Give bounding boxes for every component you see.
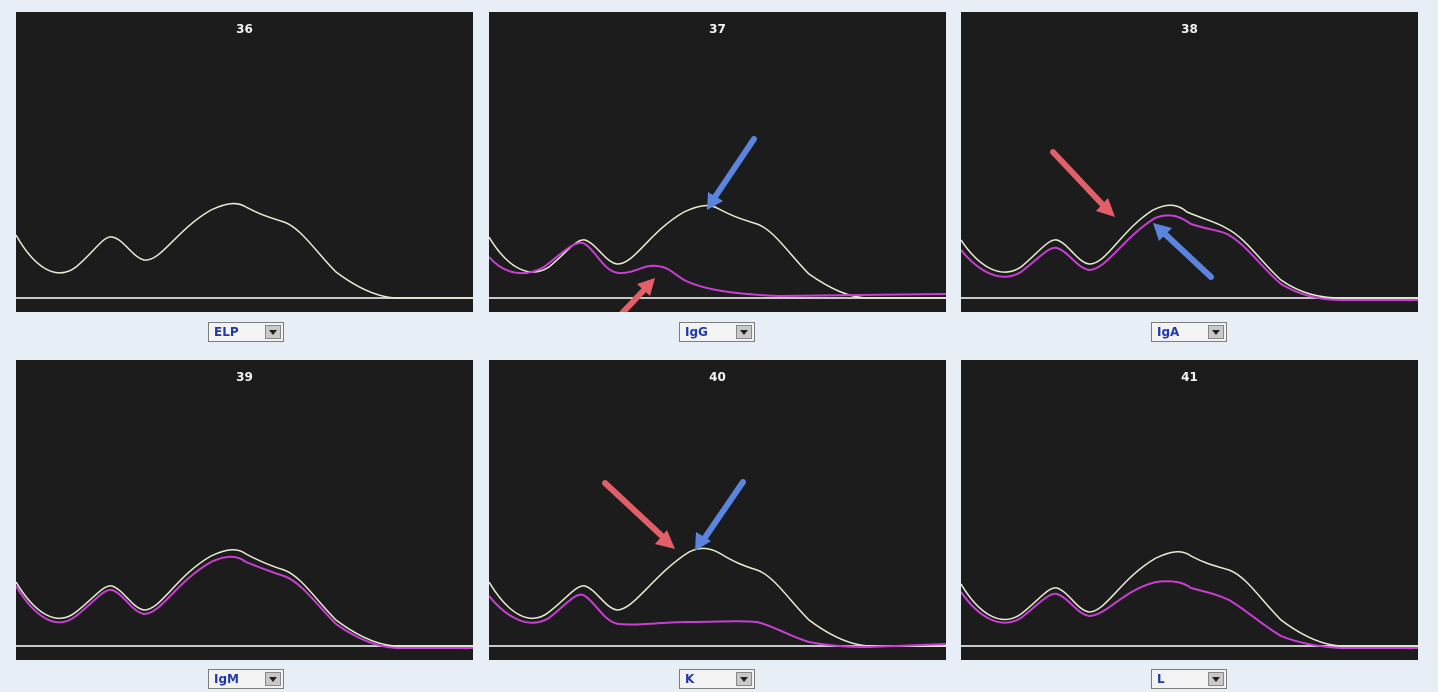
panel-number: 40	[709, 370, 726, 384]
immunotyping-trace	[961, 214, 1418, 301]
select-value: IgM	[214, 672, 239, 686]
reference-trace	[489, 547, 946, 647]
select-value: K	[685, 672, 695, 686]
immunotyping-trace	[961, 580, 1418, 649]
trace-panel-37: 37	[489, 12, 946, 312]
dropdown-arrow-icon[interactable]	[1208, 672, 1224, 686]
dropdown-arrow-icon[interactable]	[736, 325, 752, 339]
trace-panel-38: 38	[961, 12, 1418, 312]
trace-panel-36: 36	[16, 12, 473, 312]
trace-panel-41: 41	[961, 360, 1418, 660]
fraction-select-41[interactable]: L	[1151, 669, 1227, 689]
panel-number: 39	[236, 370, 253, 384]
fraction-select-40[interactable]: K	[679, 669, 755, 689]
electrophoresis-trace-graph	[489, 479, 946, 649]
immunotyping-trace	[489, 241, 946, 298]
reference-trace	[961, 204, 1418, 299]
select-value: L	[1157, 672, 1165, 686]
arrow-icon	[602, 480, 675, 549]
arrow-icon	[695, 479, 746, 551]
select-value: ELP	[214, 325, 239, 339]
trace-panel-40: 40	[489, 360, 946, 660]
electrophoresis-trace-graph	[16, 202, 473, 299]
fraction-select-37[interactable]: IgG	[679, 322, 755, 342]
dropdown-arrow-icon[interactable]	[265, 672, 281, 686]
panel-number: 41	[1181, 370, 1198, 384]
reference-trace	[16, 549, 473, 647]
fraction-select-36[interactable]: ELP	[208, 322, 284, 342]
select-value: IgA	[1157, 325, 1180, 339]
panel-number: 38	[1181, 22, 1198, 36]
electrophoresis-trace-graph	[961, 551, 1418, 649]
dropdown-arrow-icon[interactable]	[736, 672, 752, 686]
panel-number: 37	[709, 22, 726, 36]
reference-trace	[489, 204, 946, 299]
panel-number: 36	[236, 22, 253, 36]
trace-panel-39: 39	[16, 360, 473, 660]
arrow-icon	[619, 278, 655, 312]
immunotyping-trace	[489, 593, 946, 649]
electrophoresis-trace-graph	[16, 549, 473, 649]
fraction-select-38[interactable]: IgA	[1151, 322, 1227, 342]
reference-trace	[16, 202, 473, 299]
arrow-icon	[707, 136, 757, 210]
electrophoresis-trace-graph	[489, 136, 946, 312]
immunotyping-trace	[16, 555, 473, 649]
dropdown-arrow-icon[interactable]	[1208, 325, 1224, 339]
reference-trace	[961, 551, 1418, 647]
select-value: IgG	[685, 325, 708, 339]
dropdown-arrow-icon[interactable]	[265, 325, 281, 339]
arrow-icon	[1153, 223, 1214, 280]
electrophoresis-trace-graph	[961, 149, 1418, 301]
fraction-select-39[interactable]: IgM	[208, 669, 284, 689]
arrow-icon	[1050, 149, 1115, 217]
